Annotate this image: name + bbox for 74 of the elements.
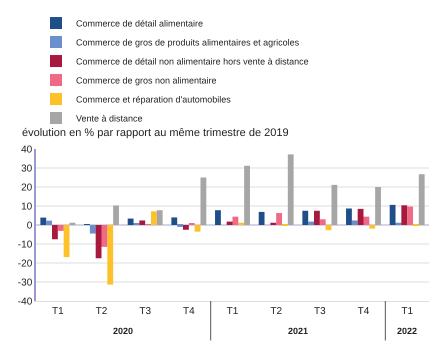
x-tick-label: T2 [270,306,282,317]
bar [238,222,244,226]
bar [320,219,326,226]
bar [139,220,146,226]
bar [288,154,294,226]
bar [194,225,200,232]
legend-label: Commerce de détail alimentaire [76,18,204,29]
bar [107,225,114,285]
bar [369,225,376,229]
bar [102,225,108,247]
y-tick-label: 10 [21,202,33,213]
bar [183,225,189,230]
bar [302,210,308,226]
bar [46,220,52,226]
y-tick-label: -20 [18,258,33,270]
bar [226,222,232,226]
bar [96,225,102,258]
bar [52,225,58,240]
bar [396,222,402,226]
text: 2020 [113,326,134,336]
bar [352,220,358,226]
bar [401,205,408,226]
bar [358,208,364,226]
bar [90,225,96,234]
bar [326,225,332,230]
bar [364,216,370,226]
bar [113,205,119,226]
x-tick-label: T1 [401,306,414,317]
bar [346,208,352,226]
bar [128,218,134,226]
bar [156,210,163,226]
legend-label: Commerce de gros de produits alimentaires et agricoles [76,38,300,48]
text: 2021 [288,326,308,336]
bar [314,210,320,226]
y-tick-label: 0 [26,220,33,232]
legend-label: Vente à distance [76,114,143,124]
bar [276,213,282,226]
bar [308,222,314,226]
x-tick-label: T1 [52,306,64,317]
bar [64,225,70,258]
x-tick-label: T2 [96,306,108,317]
bar [244,166,250,226]
bar [40,218,46,226]
bar [58,225,64,231]
legend-label: Commerce de gros non alimentaire [76,76,217,86]
y-tick-label: -40 [18,296,33,308]
bar [258,212,265,226]
bar [418,174,425,226]
bar [150,211,157,226]
x-tick-label: T3 [314,306,326,317]
bar [407,206,413,226]
text: 2022 [397,326,418,336]
y-tick-label: -30 [18,278,33,289]
y-axis-title: évolution en % par rapport au même trimestre de 2019 [22,127,289,139]
y-tick-label: 30 [21,164,33,175]
bar [177,224,184,227]
y-tick-label: -10 [18,240,33,251]
x-tick-label: T4 [182,306,196,317]
bar [200,178,206,226]
bar [270,222,276,226]
x-tick-label: T3 [139,306,152,317]
legend-label: Commerce de détail non alimentaire hors vente à distance [76,56,309,67]
bar [69,222,76,226]
x-tick-label: T4 [358,306,370,317]
bar [171,217,178,226]
bar [215,210,221,226]
bar [390,204,396,226]
bar [232,216,238,226]
y-tick-label: 20 [21,182,33,194]
bar [375,187,381,226]
bar [331,184,338,226]
y-tick-label: 40 [21,144,33,156]
x-tick-label: T1 [226,306,239,317]
legend-label: Commerce et réparation d'automobiles [76,94,232,105]
